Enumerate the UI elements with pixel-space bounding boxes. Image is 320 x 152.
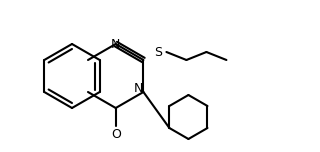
Text: N: N — [111, 38, 120, 50]
Text: O: O — [111, 128, 121, 140]
Text: S: S — [155, 45, 163, 59]
Text: N: N — [134, 83, 143, 95]
